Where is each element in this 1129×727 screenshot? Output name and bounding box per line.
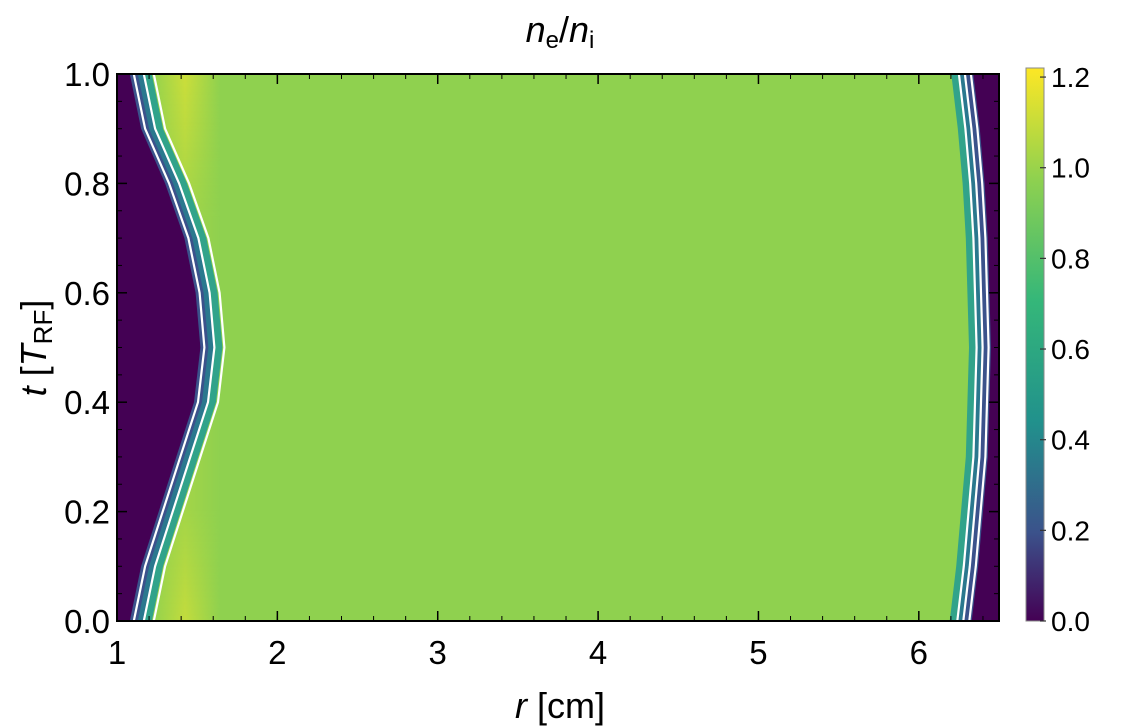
heatmap-bulk — [117, 74, 999, 621]
x-tick-label: 1 — [108, 634, 126, 671]
left-contour-line-0 — [132, 74, 206, 621]
x-tick-label: 4 — [589, 634, 607, 671]
chart-title: ne/ni — [526, 9, 595, 54]
colorbar-tick-label: 1.2 — [1051, 62, 1090, 93]
x-axis: 1 2 3 4 5 6 — [108, 74, 984, 671]
right-contour-line-1 — [962, 74, 984, 621]
y-tick-label: 0.4 — [64, 384, 110, 421]
x-tick-label: 6 — [910, 634, 928, 671]
left-contour-line-2 — [152, 74, 226, 621]
x-axis-title: r [cm] — [515, 685, 605, 726]
right-contour-line-2 — [956, 74, 978, 621]
colorbar-tick-label: 0.0 — [1051, 606, 1090, 637]
colorbar-tick-label: 0.6 — [1051, 334, 1090, 365]
right-sheath-band-3 — [971, 74, 999, 621]
y-axis: 0.0 0.2 0.4 0.6 0.8 1.0 — [64, 56, 999, 640]
right-contour-line-0 — [968, 74, 990, 621]
left-contour-line-1 — [142, 74, 216, 621]
y-tick-label: 0.0 — [64, 603, 110, 640]
colorbar-axis: 0.0 0.2 0.4 0.6 0.8 1.0 1.2 — [1040, 62, 1090, 637]
y-tick-label: 0.8 — [64, 165, 110, 202]
colorbar-tick-label: 0.4 — [1051, 425, 1090, 456]
y-tick-label: 1.0 — [64, 56, 110, 93]
colorbar — [1025, 67, 1045, 622]
colorbar-tick-label: 0.2 — [1051, 515, 1090, 546]
y-axis-title: t [TRF] — [13, 300, 58, 397]
colorbar-tick-label: 0.8 — [1051, 243, 1090, 274]
y-tick-label: 0.2 — [64, 494, 110, 531]
heatmap-plot — [117, 74, 999, 621]
y-tick-label: 0.6 — [64, 275, 110, 312]
x-tick-label: 5 — [749, 634, 767, 671]
colorbar-tick-label: 1.0 — [1051, 153, 1090, 184]
x-tick-label: 3 — [429, 634, 447, 671]
x-tick-label: 2 — [268, 634, 286, 671]
left-sheath-band-3 — [117, 74, 201, 621]
